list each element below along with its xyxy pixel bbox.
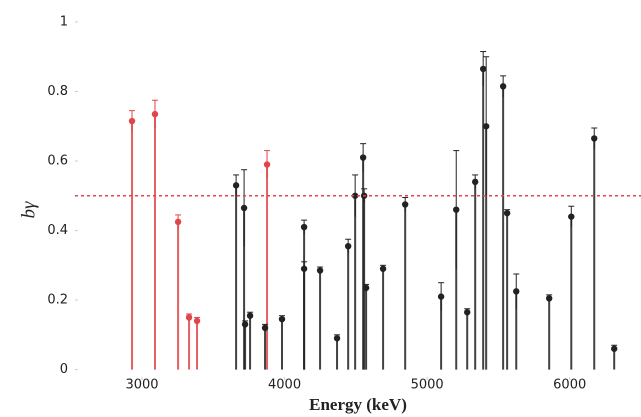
point <box>513 288 520 295</box>
point <box>241 321 249 328</box>
point <box>300 223 308 231</box>
point <box>499 83 507 90</box>
point <box>503 209 511 217</box>
point <box>379 265 387 272</box>
point <box>185 314 193 321</box>
x-axis-label: Energy (keV) <box>309 395 407 414</box>
y-tick-label: 0.4 <box>47 223 68 238</box>
point <box>128 117 136 125</box>
point <box>232 182 240 189</box>
x-tick-label: 5000 <box>411 378 444 393</box>
y-tick-label: 0 <box>60 362 68 377</box>
point <box>453 206 460 213</box>
point <box>246 312 254 319</box>
point <box>193 317 201 325</box>
point <box>401 201 409 208</box>
y-tick-label: 1 <box>60 15 68 30</box>
point <box>333 335 341 342</box>
point <box>240 204 248 212</box>
point <box>174 218 182 226</box>
point <box>482 123 490 130</box>
point <box>471 178 479 186</box>
y-tick-label: 0.6 <box>47 154 68 169</box>
point <box>151 110 159 118</box>
point <box>263 161 271 168</box>
point <box>610 345 618 352</box>
point <box>316 267 324 274</box>
point <box>437 293 445 300</box>
x-tick-label: 6000 <box>553 378 586 393</box>
point <box>351 192 359 199</box>
point <box>278 315 286 323</box>
y-tick-label: 0.8 <box>47 84 68 99</box>
y-tick-label: 0.2 <box>47 293 68 308</box>
point <box>591 135 598 142</box>
x-tick-label: 3000 <box>125 378 158 393</box>
point <box>464 309 471 316</box>
x-tick-label: 4000 <box>268 378 301 393</box>
y-axis-label: bγ <box>18 201 39 219</box>
point <box>362 284 370 292</box>
point <box>344 242 352 250</box>
point <box>300 265 308 272</box>
point <box>479 65 487 73</box>
point <box>359 154 367 161</box>
point <box>261 324 269 332</box>
point <box>568 213 575 220</box>
point <box>545 295 553 302</box>
